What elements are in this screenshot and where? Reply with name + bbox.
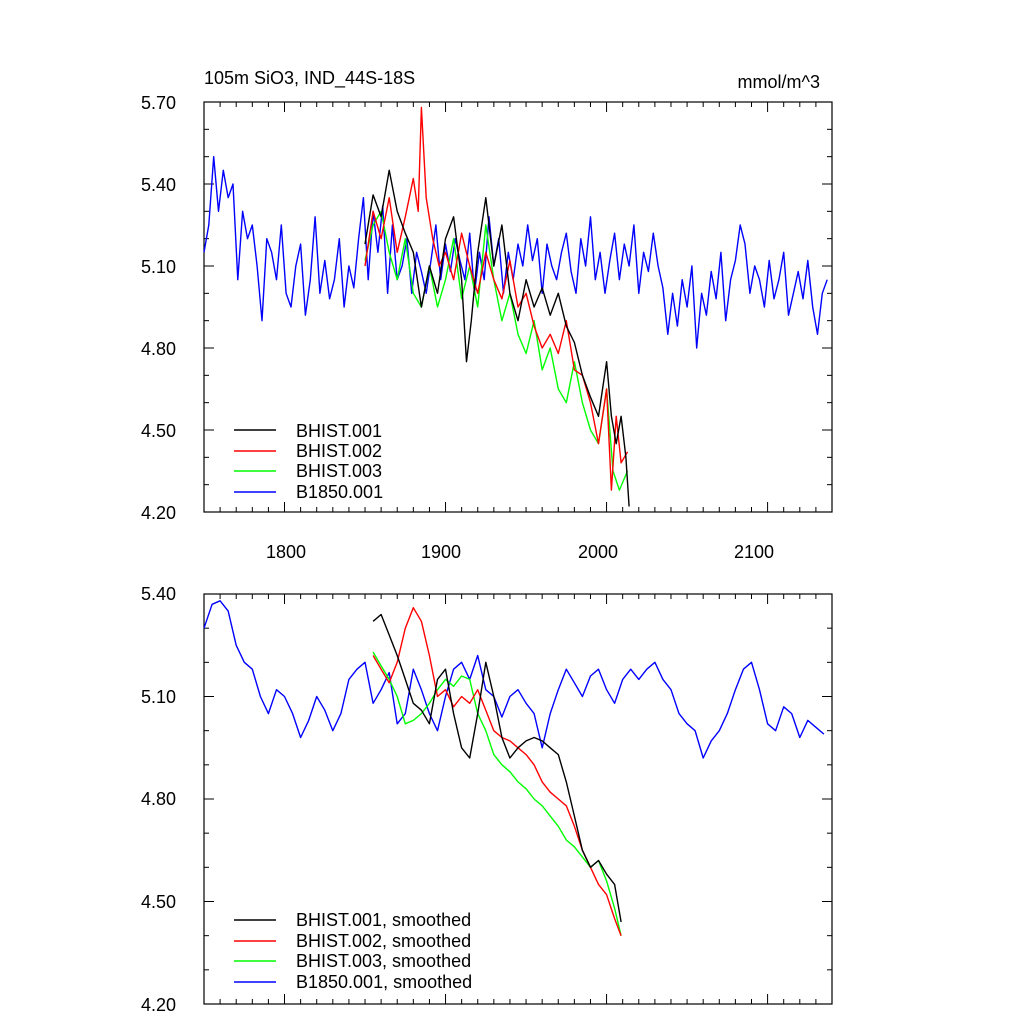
x-tick-label: 2000 xyxy=(578,542,618,562)
legend-label: BHIST.002 xyxy=(296,441,382,461)
y-tick-label: 5.70 xyxy=(141,93,176,113)
series-line xyxy=(372,613,622,923)
legend-label: BHIST.001, smoothed xyxy=(296,910,471,930)
series-line xyxy=(364,106,629,491)
y-tick-label: 4.50 xyxy=(141,892,176,912)
series-line xyxy=(364,169,630,507)
y-tick-label: 5.10 xyxy=(141,257,176,277)
chart-title: 105m SiO3, IND_44S-18S xyxy=(204,68,415,89)
legend-label: BHIST.001 xyxy=(296,421,382,441)
x-tick-label: 2100 xyxy=(734,542,774,562)
y-tick-label: 4.20 xyxy=(141,995,176,1015)
x-tick-label: 1900 xyxy=(421,542,461,562)
series-line xyxy=(364,210,629,491)
series-line xyxy=(203,600,825,759)
y-tick-label: 5.40 xyxy=(141,584,176,604)
legend-label: B1850.001 xyxy=(296,482,383,502)
legend-label: BHIST.003, smoothed xyxy=(296,951,471,971)
series-line xyxy=(203,155,828,349)
x-tick-label: 1800 xyxy=(266,542,306,562)
plot-background xyxy=(204,594,832,1004)
plot-frame xyxy=(203,101,833,513)
y-tick-label: 5.10 xyxy=(141,687,176,707)
y-tick-label: 4.80 xyxy=(141,339,176,359)
y-tick-label: 4.20 xyxy=(141,503,176,523)
legend-label: BHIST.003 xyxy=(296,461,382,481)
y-tick-label: 4.80 xyxy=(141,789,176,809)
y-tick-label: 5.40 xyxy=(141,175,176,195)
legend-label: B1850.001, smoothed xyxy=(296,972,472,992)
legend-label: BHIST.002, smoothed xyxy=(296,931,471,951)
y-tick-label: 4.50 xyxy=(141,421,176,441)
units-label: mmol/m^3 xyxy=(738,72,820,92)
series-line xyxy=(372,651,622,936)
